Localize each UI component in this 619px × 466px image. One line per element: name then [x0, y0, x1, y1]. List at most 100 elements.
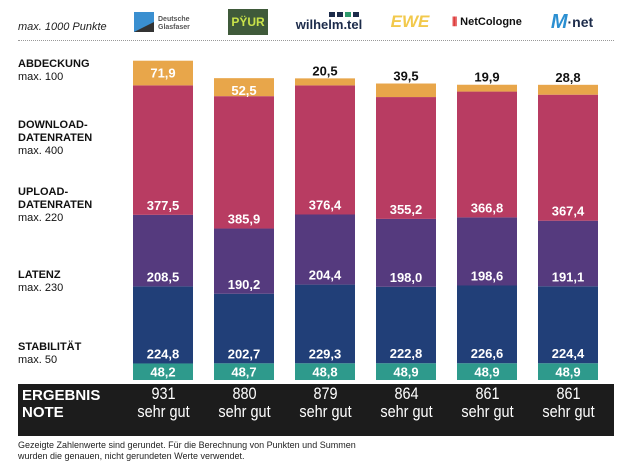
- data-label: 198,6: [471, 269, 504, 284]
- result-score: 931: [150, 384, 176, 403]
- logo-ewe: EWE: [390, 12, 430, 31]
- data-label: 48,9: [555, 365, 580, 380]
- svg-text:Glasfaser: Glasfaser: [158, 24, 190, 31]
- data-label: 20,5: [312, 63, 337, 78]
- data-label: 229,3: [309, 346, 342, 361]
- data-label: 19,9: [474, 70, 499, 85]
- logo-m-net: M ·net: [550, 10, 594, 33]
- result-grade: sehr gut: [136, 402, 190, 421]
- data-label: 385,9: [228, 212, 261, 227]
- data-label: 222,8: [390, 346, 423, 361]
- data-label: 52,5: [231, 83, 256, 98]
- bar-segment: [295, 284, 355, 364]
- bar-segment: [457, 91, 517, 218]
- data-label: 376,4: [309, 198, 342, 213]
- bar-segment: [133, 286, 193, 364]
- bar-segment: [214, 363, 274, 380]
- footnote: Gezeigte Zahlenwerte sind gerundet. Für …: [18, 440, 356, 461]
- bar-segment: [538, 220, 598, 287]
- bar-segment: [133, 85, 193, 215]
- bar-segment: [457, 363, 517, 380]
- result-score: 880: [231, 384, 257, 403]
- bar-segment: [538, 286, 598, 364]
- data-label: 198,0: [390, 270, 423, 285]
- result-score: 861: [474, 384, 500, 403]
- result-grade: sehr gut: [460, 402, 514, 421]
- logo-wilhelm-tel: wilhelm.tel: [290, 8, 368, 36]
- data-label: 208,5: [147, 269, 180, 284]
- bar-m-net: 48,9 224,4 191,1 367,4 28,8: [538, 70, 598, 380]
- row-label-upload: UPLOAD- DATENRATEN max. 220: [18, 186, 93, 224]
- bar-segment: [133, 363, 193, 380]
- data-label: 48,8: [312, 365, 337, 380]
- result-grade: sehr gut: [298, 402, 352, 421]
- result-grade: sehr gut: [379, 402, 433, 421]
- bar-segment: [376, 286, 436, 364]
- bar-ewe: 48,9 222,8 198,0 355,2 39,5: [376, 69, 436, 380]
- result-score: 864: [393, 384, 419, 403]
- result-score: 861: [555, 384, 581, 403]
- data-label: 377,5: [147, 198, 180, 213]
- data-label: 355,2: [390, 202, 423, 217]
- bar-segment: [133, 214, 193, 287]
- data-label: 48,9: [474, 365, 499, 380]
- data-label: 48,9: [393, 365, 418, 380]
- bar-segment: [457, 285, 517, 364]
- row-label-stabilitaet: STABILITÄT max. 50: [18, 341, 82, 366]
- data-label: 190,2: [228, 277, 261, 292]
- bar-segment: [376, 83, 436, 98]
- data-label: 71,9: [150, 66, 175, 81]
- data-label: 224,4: [552, 346, 585, 361]
- grade-label: NOTE: [22, 404, 64, 421]
- bar-segment: [295, 363, 355, 380]
- row-label-abdeckung: ABDECKUNG max. 100: [18, 58, 90, 83]
- bar-segment: [538, 84, 598, 95]
- result-band: ERGEBNIS NOTE 931 sehr gut 880 sehr gut 87…: [18, 384, 614, 436]
- data-label: 28,8: [555, 70, 580, 85]
- bar-segment: [295, 78, 355, 86]
- bar-segment: [457, 84, 517, 92]
- bar-deutsche-glasfaser: 48,2 224,8 208,5 377,5 71,9: [133, 60, 193, 380]
- logo-pyur: PŸUR: [209, 8, 287, 36]
- bar-segment: [295, 214, 355, 285]
- result-score: 879: [312, 384, 338, 403]
- bar-segment: [538, 94, 598, 221]
- bar-segment: [214, 96, 274, 229]
- header-divider: [18, 40, 614, 41]
- row-label-download: DOWNLOAD- DATENRATEN max. 400: [18, 119, 93, 157]
- bar-segment: [457, 217, 517, 286]
- data-label: 39,5: [393, 69, 418, 84]
- max-points-note: max. 1000 Punkte: [18, 21, 107, 33]
- data-label: 224,8: [147, 346, 180, 361]
- bar-segment: [376, 97, 436, 219]
- deutsche-glasfaser-logo-icon: Deutsche Glasfaser: [134, 12, 190, 32]
- bar-segment: [295, 85, 355, 215]
- data-label: 366,8: [471, 200, 504, 215]
- data-label: 191,1: [552, 269, 585, 284]
- logo-deutsche-glasfaser: Deutsche Glasfaser: [128, 8, 206, 36]
- bar-segment: [214, 78, 274, 97]
- data-label: 204,4: [309, 268, 342, 283]
- bar-segment: [214, 293, 274, 364]
- bar-pyur: 48,7 202,7 190,2 385,9 52,5: [214, 78, 274, 380]
- data-label: 367,4: [552, 204, 585, 219]
- data-label: 226,6: [471, 346, 504, 361]
- result-grade: sehr gut: [217, 402, 271, 421]
- bar-wilhelm-tel: 48,8 229,3 204,4 376,4 20,5: [295, 63, 355, 380]
- bar-netcologne: 48,9 226,6 198,6 366,8 19,9: [457, 70, 517, 380]
- logo-netcologne: ⫴ NetCologne: [452, 14, 522, 29]
- netcologne-mark-icon: ⫴: [452, 14, 458, 29]
- data-label: 48,7: [231, 365, 256, 380]
- result-label: ERGEBNIS: [22, 387, 101, 404]
- bar-segment: [376, 218, 436, 287]
- result-grade: sehr gut: [541, 402, 595, 421]
- bar-segment: [538, 363, 598, 380]
- bar-segment: [133, 60, 193, 86]
- data-label: 202,7: [228, 346, 261, 361]
- data-label: 48,2: [150, 365, 175, 380]
- bar-segment: [376, 363, 436, 380]
- svg-text:Deutsche: Deutsche: [158, 16, 190, 23]
- row-label-latenz: LATENZ max. 230: [18, 269, 64, 294]
